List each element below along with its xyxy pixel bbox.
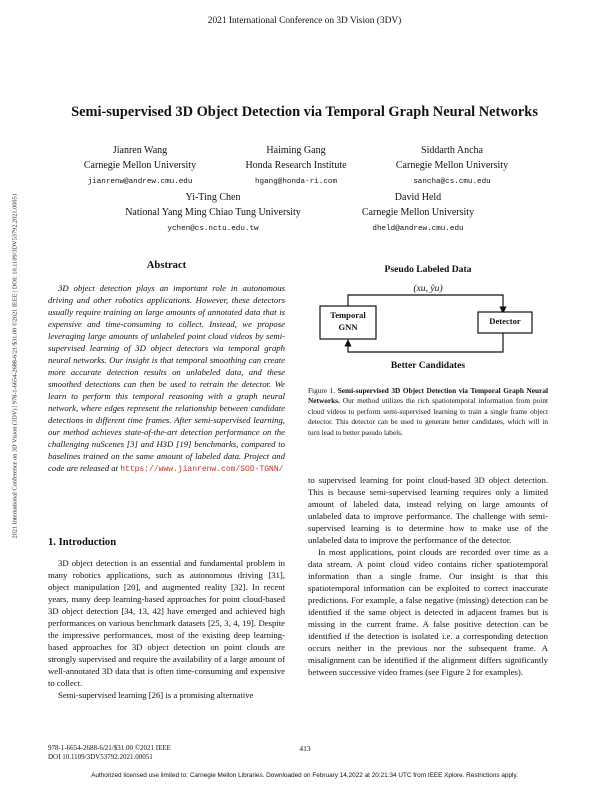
- pseudo-label-math: (xu, ŷu): [368, 283, 488, 294]
- pseudo-labeled-data-label: Pseudo Labeled Data: [384, 264, 472, 275]
- author-email[interactable]: hgang@honda-ri.com: [254, 178, 338, 186]
- better-candidates-label: Better Candidates: [390, 360, 466, 371]
- abstract-heading: Abstract: [146, 260, 187, 271]
- footer-line: 978-1-6654-2688-6/21/$31.00 ©2021 IEEE: [48, 744, 171, 752]
- caption-text: Our method utilizes the rich spatiotempo…: [308, 396, 548, 437]
- conference-header: 2021 International Conference on 3D Visi…: [207, 16, 402, 26]
- flow-arrow-top: [347, 294, 507, 314]
- project-link[interactable]: https://www.jianrenw.com/SOD-TGNN/: [120, 465, 284, 474]
- author-email[interactable]: jianrenw@andrew.cmu.edu: [87, 178, 193, 186]
- paragraph: In most applications, point clouds are r…: [308, 547, 548, 677]
- author-name: Yi-Ting Chen: [185, 192, 241, 203]
- abstract-text: 3D object detection plays an important r…: [48, 282, 285, 476]
- intro-column-left: 3D object detection is an essential and …: [48, 557, 285, 701]
- footer-doi: DOI 10.1109/3DV53792.2021.00051: [48, 753, 153, 761]
- author-name: Jianren Wang: [112, 145, 168, 156]
- page-number: 413: [299, 744, 311, 753]
- author-block: David Held Carnegie Mellon University dh…: [338, 191, 498, 237]
- license-notice: Authorized licensed use limited to: Carn…: [91, 772, 518, 779]
- author-name: Haiming Gang: [266, 145, 326, 156]
- caption-label: Figure 1.: [308, 386, 336, 395]
- flow-arrow-bottom: [344, 333, 504, 353]
- abstract-body: 3D object detection plays an important r…: [48, 283, 285, 473]
- detector-box: [477, 311, 533, 334]
- figure-1: Pseudo Labeled Data (xu, ŷu) Temporal GN…: [308, 258, 548, 378]
- temporal-gnn-box: [319, 305, 377, 340]
- intro-column-right: to supervised learning for point cloud-b…: [308, 474, 548, 678]
- footer-isbn: 978-1-6654-2688-6/21/$31.00 ©2021 IEEE D…: [48, 744, 171, 762]
- paragraph: Semi-supervised learning [26] is a promi…: [58, 690, 254, 700]
- paper-title: Semi-supervised 3D Object Detection via …: [71, 104, 538, 120]
- author-email[interactable]: dheld@andrew.cmu.edu: [372, 225, 464, 233]
- paragraph: to supervised learning for point cloud-b…: [308, 475, 548, 545]
- author-email[interactable]: ychen@cs.nctu.edu.tw: [167, 225, 259, 233]
- author-affiliation: National Yang Ming Chiao Tung University: [125, 206, 301, 218]
- author-block: Haiming Gang Honda Research Institute hg…: [220, 144, 372, 190]
- section-heading: 1. Introduction: [48, 537, 117, 548]
- author-affiliation: Carnegie Mellon University: [361, 206, 475, 218]
- author-name: Siddarth Ancha: [421, 145, 483, 156]
- author-name: David Held: [394, 192, 442, 203]
- author-email[interactable]: sancha@cs.cmu.edu: [413, 178, 491, 186]
- caption-bold: Semi-supervised 3D Object Detection via …: [308, 386, 548, 406]
- author-affiliation: Carnegie Mellon University: [83, 159, 197, 171]
- sidebar-doi-text: 2021 International Conference on 3D Visi…: [11, 193, 19, 539]
- detector-label: Detector: [489, 316, 521, 326]
- figure-diagram: [319, 294, 533, 353]
- author-block: Yi-Ting Chen National Yang Ming Chiao Tu…: [98, 191, 328, 237]
- author-block: Jianren Wang Carnegie Mellon University …: [60, 144, 220, 190]
- temporal-gnn-label: Temporal GNN: [330, 310, 366, 332]
- paragraph: 3D object detection is an essential and …: [48, 558, 285, 688]
- author-affiliation: Honda Research Institute: [245, 159, 347, 171]
- author-block: Siddarth Ancha Carnegie Mellon Universit…: [372, 144, 532, 190]
- figure-caption: Figure 1. Semi-supervised 3D Object Dete…: [308, 386, 548, 438]
- author-affiliation: Carnegie Mellon University: [395, 159, 509, 171]
